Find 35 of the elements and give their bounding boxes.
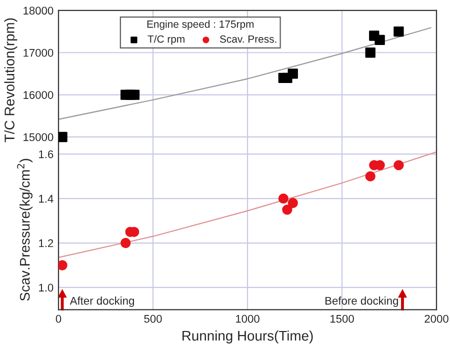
point: [58, 260, 68, 270]
x-tick-label: 0: [56, 314, 62, 323]
x-tick-label: 1000: [236, 314, 260, 323]
x-tick-label: 1500: [330, 314, 354, 323]
annotation: Before docking: [325, 296, 398, 307]
legend-label: T/C rpm: [148, 35, 184, 45]
x-tick-label: 500: [144, 314, 162, 323]
point: [129, 90, 140, 100]
y-axis-title: Scav.Pressure(kg/cm$^{2}$): [17, 158, 32, 301]
point: [394, 160, 404, 170]
point: [365, 171, 376, 182]
point: [288, 68, 298, 79]
point: [282, 204, 292, 215]
point: [365, 48, 376, 58]
legend-label: Scav. Press.: [220, 35, 276, 43]
y-tick-label: 1.4: [39, 194, 54, 203]
y-tick-label: 16000: [24, 91, 54, 99]
point: [374, 34, 385, 46]
point: [278, 193, 288, 204]
annotation: After docking: [70, 296, 134, 307]
y-tick-label: 18000: [24, 6, 54, 15]
x-axis-title: Running Hours(Time): [182, 330, 313, 344]
point: [394, 26, 404, 37]
y-tick-label: 15000: [24, 133, 54, 142]
y-tick-label: 1.0: [39, 284, 54, 292]
y-tick-label: 1.6: [39, 150, 54, 158]
y-axis-title: T/C Revolution(rpm): [4, 18, 18, 142]
line-series: [58, 151, 436, 258]
point: [120, 238, 131, 248]
point: [58, 132, 68, 142]
y-tick-label: 17000: [24, 48, 54, 57]
x-tick-label: 2000: [424, 314, 448, 323]
y-tick-label: 1.2: [39, 239, 54, 248]
point: [288, 198, 298, 208]
legend-title: Engine speed : 175rpm: [147, 20, 254, 30]
